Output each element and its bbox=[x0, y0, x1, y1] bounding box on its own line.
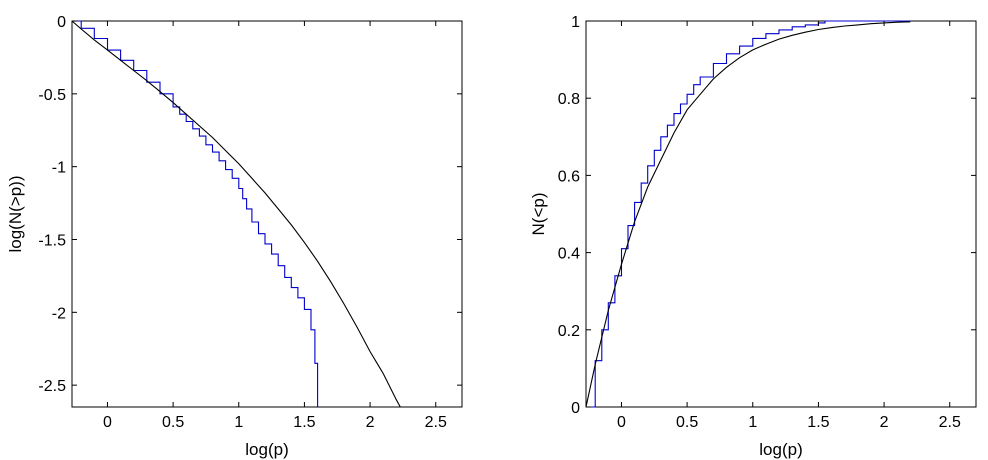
left-ticks-group: 0 0.5 1 1.5 2 2.5 0 -0.5 -1 -1.5 -2 -2.5 bbox=[38, 14, 462, 431]
left-x-tick-label: 2.5 bbox=[425, 414, 447, 431]
left-x-tick-label: 2 bbox=[366, 414, 375, 431]
left-model-curve-series bbox=[71, 20, 401, 408]
right-x-axis-label: log(p) bbox=[759, 440, 802, 459]
right-y-tick-label: 1 bbox=[571, 14, 580, 31]
right-y-tick-label: 0.2 bbox=[558, 323, 580, 340]
left-y-tick-label: -1 bbox=[52, 160, 66, 177]
left-plot-area bbox=[71, 20, 463, 408]
left-y-tick-label: -0.5 bbox=[38, 87, 66, 104]
right-y-tick-label: 0.8 bbox=[558, 91, 580, 108]
right-x-tick-label: 1 bbox=[748, 414, 757, 431]
left-y-axis-label: log(N(>p)) bbox=[6, 176, 25, 253]
right-x-tick-label: 1.5 bbox=[807, 414, 829, 431]
right-y-tick-label: 0.6 bbox=[558, 168, 580, 185]
left-x-tick-label: 1 bbox=[234, 414, 243, 431]
left-x-tick-label: 0 bbox=[103, 414, 112, 431]
right-x-tick-label: 0.5 bbox=[676, 414, 698, 431]
right-chart: 0 0.5 1 1.5 2 2.5 0 0.2 0.4 0.6 0.8 1 log(p) N(<p) bbox=[529, 14, 977, 459]
left-y-tick-label: 0 bbox=[57, 14, 66, 31]
right-plot-area bbox=[585, 20, 977, 408]
right-y-tick-label: 0.4 bbox=[558, 246, 580, 263]
left-y-tick-label: -1.5 bbox=[38, 232, 66, 249]
left-x-tick-label: 1.5 bbox=[293, 414, 315, 431]
left-empirical-step-series bbox=[72, 20, 319, 407]
right-x-tick-label: 2 bbox=[880, 414, 889, 431]
left-chart: 0 0.5 1 1.5 2 2.5 0 -0.5 -1 -1.5 -2 -2.5 log(p) log… bbox=[6, 14, 463, 459]
right-y-axis-label: N(<p) bbox=[529, 193, 548, 236]
right-y-tick-label: 0 bbox=[571, 400, 580, 417]
right-x-tick-label: 2.5 bbox=[939, 414, 961, 431]
right-series-group bbox=[585, 20, 911, 408]
right-x-tick-label: 0 bbox=[617, 414, 626, 431]
right-ticks-group: 0 0.5 1 1.5 2 2.5 0 0.2 0.4 0.6 0.8 1 bbox=[558, 14, 976, 431]
right-empirical-step-series bbox=[586, 20, 911, 408]
right-axes-box bbox=[585, 20, 977, 408]
left-x-tick-label: 0.5 bbox=[162, 414, 184, 431]
left-x-axis-label: log(p) bbox=[245, 440, 288, 459]
right-model-curve-series bbox=[585, 21, 911, 408]
left-y-tick-label: -2.5 bbox=[38, 378, 66, 395]
left-axes-box bbox=[71, 20, 463, 408]
left-series-group bbox=[71, 20, 401, 408]
left-y-tick-label: -2 bbox=[52, 305, 66, 322]
